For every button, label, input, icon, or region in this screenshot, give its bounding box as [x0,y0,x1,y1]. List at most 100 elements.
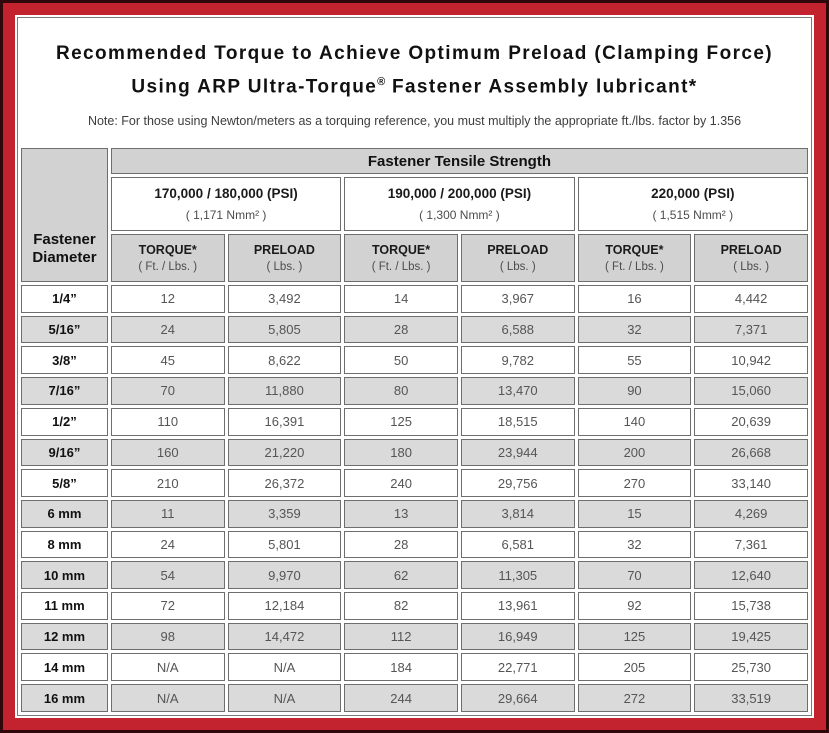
header-row-psi: 170,000 / 180,000 (PSI) ( 1,171 Nmm² ) 1… [21,177,808,231]
torque-cell: 270 [577,469,692,497]
corner-header-line1: Fastener [33,231,96,248]
table-row: 14 mm N/A N/A 184 22,771 205 25,730 [21,653,808,682]
torque-cell: 70 [110,377,225,405]
preload-cell: 12,640 [694,561,808,590]
preload-cell: 23,944 [460,438,575,467]
preload-cell: 16,949 [460,622,575,651]
table-row: 6 mm 11 3,359 13 3,814 15 4,269 [21,499,808,528]
torque-cell: 244 [344,684,458,712]
torque-cell: 15 [577,499,692,528]
psi-group-header-1: 170,000 / 180,000 (PSI) ( 1,171 Nmm² ) [110,177,342,231]
diameter-cell: 7/16” [21,377,108,405]
preload-col-header-1: PRELOAD ( Lbs. ) [227,234,342,282]
preload-cell: 13,961 [460,592,575,620]
psi-value-3: 220,000 (PSI) [651,186,735,201]
table-row: 12 mm 98 14,472 112 16,949 125 19,425 [21,622,808,651]
preload-cell: 9,782 [460,346,575,375]
torque-cell: 98 [110,622,225,651]
title-block: Recommended Torque to Achieve Optimum Pr… [18,18,811,145]
preload-cell: 12,184 [227,592,342,620]
torque-cell: 12 [110,285,225,313]
torque-table: Fastener Diameter Fastener Tensile Stren… [18,145,811,715]
diameter-cell: 5/16” [21,315,108,344]
torque-cell: 112 [344,622,458,651]
diameter-cell: 6 mm [21,499,108,528]
nmm-value-3: ( 1,515 Nmm² ) [652,208,734,222]
torque-cell: N/A [110,684,225,712]
preload-cell: 6,581 [460,530,575,559]
torque-cell: 24 [110,530,225,559]
torque-cell: 82 [344,592,458,620]
diameter-cell: 14 mm [21,653,108,682]
torque-cell: 16 [577,285,692,313]
preload-cell: 13,470 [460,377,575,405]
preload-col-header-2: PRELOAD ( Lbs. ) [460,234,575,282]
preload-cell: 3,967 [460,285,575,313]
torque-cell: 140 [577,407,692,436]
torque-cell: 45 [110,346,225,375]
page-title-line1: Recommended Torque to Achieve Optimum Pr… [55,43,774,64]
preload-cell: 18,515 [460,407,575,436]
diameter-cell: 10 mm [21,561,108,590]
torque-cell: 55 [577,346,692,375]
diameter-cell: 11 mm [21,592,108,620]
preload-cell: 29,756 [460,469,575,497]
preload-cell: 8,622 [227,346,342,375]
torque-cell: 240 [344,469,458,497]
table-row: 3/8” 45 8,622 50 9,782 55 10,942 [21,346,808,375]
diameter-cell: 5/8” [21,469,108,497]
torque-cell: 70 [577,561,692,590]
preload-cell: 11,305 [460,561,575,590]
page-title-line2: Using ARP Ultra-Torque® Fastener Assembl… [18,68,811,101]
torque-cell: 32 [577,530,692,559]
torque-cell: 11 [110,499,225,528]
preload-cell: 15,060 [694,377,808,405]
preload-cell: 26,372 [227,469,342,497]
nmm-value-2: ( 1,300 Nmm² ) [419,208,500,222]
table-row: 7/16” 70 11,880 80 13,470 90 15,060 [21,377,808,405]
torque-cell: 28 [344,315,458,344]
diameter-cell: 8 mm [21,530,108,559]
torque-unit: ( Ft. / Lbs. ) [138,261,198,273]
preload-cell: 26,668 [694,438,808,467]
preload-cell: 10,942 [694,346,808,375]
torque-label: TORQUE* [372,243,431,257]
torque-cell: 125 [577,622,692,651]
preload-cell: N/A [227,653,342,682]
table-row: 8 mm 24 5,801 28 6,581 32 7,361 [21,530,808,559]
preload-cell: N/A [227,684,342,712]
torque-cell: 72 [110,592,225,620]
psi-group-header-2: 190,000 / 200,000 (PSI) ( 1,300 Nmm² ) [344,177,575,231]
registered-trademark-symbol: ® [377,76,386,88]
preload-cell: 29,664 [460,684,575,712]
preload-cell: 5,805 [227,315,342,344]
preload-unit: ( Lbs. ) [733,261,770,273]
corner-header-fastener-diameter: Fastener Diameter [21,148,108,282]
preload-label: PRELOAD [720,243,782,257]
header-row-units: TORQUE* ( Ft. / Lbs. ) PRELOAD ( Lbs. ) … [21,234,808,282]
table-row: 1/2” 110 16,391 125 18,515 140 20,639 [21,407,808,436]
torque-cell: 210 [110,469,225,497]
torque-cell: 160 [110,438,225,467]
table-row: 16 mm N/A N/A 244 29,664 272 33,519 [21,684,808,712]
table-row: 9/16” 160 21,220 180 23,944 200 26,668 [21,438,808,467]
preload-cell: 20,639 [694,407,808,436]
table-row: 5/16” 24 5,805 28 6,588 32 7,371 [21,315,808,344]
preload-cell: 33,140 [694,469,808,497]
torque-cell: 110 [110,407,225,436]
preload-label: PRELOAD [487,243,549,257]
torque-cell: 92 [577,592,692,620]
torque-unit: ( Ft. / Lbs. ) [371,261,431,273]
torque-cell: N/A [110,653,225,682]
torque-label: TORQUE* [138,243,197,257]
table-row: 5/8” 210 26,372 240 29,756 270 33,140 [21,469,808,497]
preload-label: PRELOAD [253,243,315,257]
preload-cell: 9,970 [227,561,342,590]
torque-cell: 125 [344,407,458,436]
torque-cell: 205 [577,653,692,682]
preload-cell: 5,801 [227,530,342,559]
preload-cell: 7,371 [694,315,808,344]
preload-cell: 4,269 [694,499,808,528]
title-line2-post: Fastener Assembly lubricant* [385,76,698,98]
note-text: Note: For those using Newton/meters as a… [87,114,742,129]
